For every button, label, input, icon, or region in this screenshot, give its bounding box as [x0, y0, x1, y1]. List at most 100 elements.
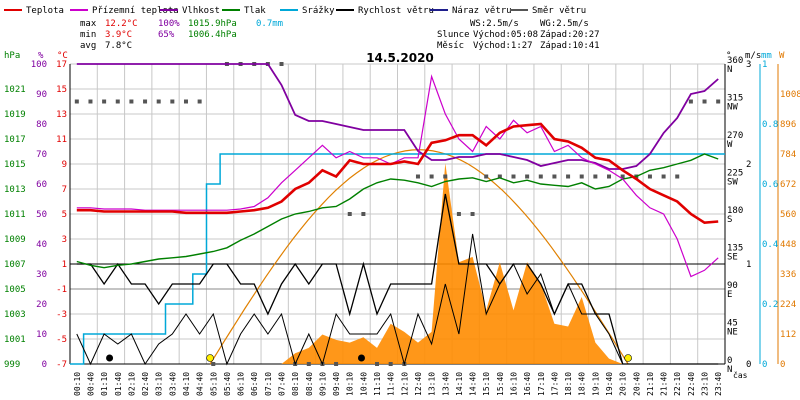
dir-label-6: W: [727, 140, 733, 150]
legend-label-5: Rychlost větru: [358, 6, 434, 16]
x-tick-23: 11:40: [387, 372, 396, 396]
degc-unit: °C: [57, 51, 68, 61]
x-tick-31: 15:40: [496, 372, 505, 396]
wm2-tick-3: 336: [780, 270, 796, 280]
x-tick-47: 23:40: [714, 372, 723, 396]
dir-label-5: SW: [727, 178, 738, 188]
sunset-marker: [624, 354, 632, 362]
info-moon-label: Měsíc: [437, 41, 464, 51]
wm2-tick-7: 784: [780, 150, 796, 160]
direction-dot-5: [143, 99, 148, 104]
x-tick-9: 04:40: [196, 372, 205, 396]
dir-tick-6: 270: [727, 131, 743, 141]
direction-dot-8: [183, 99, 188, 104]
x-tick-19: 09:40: [332, 372, 341, 396]
x-tick-36: 18:10: [564, 372, 573, 396]
legend-label-6: Náraz větru: [452, 6, 512, 16]
direction-dot-35: [552, 174, 557, 179]
stat-max-label: max: [80, 19, 97, 29]
legend-label-4: Srážky: [302, 6, 335, 16]
mm-tick-6: 0.6: [762, 180, 778, 190]
direction-dot-17: [306, 362, 311, 366]
x-tick-25: 12:40: [414, 372, 423, 396]
legend-label-3: Tlak: [244, 6, 266, 16]
mm-unit: mm: [761, 51, 772, 61]
x-tick-46: 23:10: [701, 372, 710, 396]
dir-tick-3: 135: [727, 244, 743, 254]
direction-dot-10: [211, 362, 216, 366]
x-axis: 00:10 00:40 01:10 01:40 02:10 02:40 03:10 03:40…: [73, 372, 723, 396]
wm2-tick-6: 672: [780, 180, 796, 190]
stat-min-hum: 65%: [158, 30, 175, 40]
legend-label-7: Směr větru: [532, 6, 586, 16]
series-tlak: [76, 153, 719, 269]
x-tick-30: 15:10: [482, 372, 491, 396]
series-srazky: [70, 153, 725, 365]
stat-min-temp: 3.9°C: [105, 30, 132, 40]
moonset-marker: [357, 354, 365, 362]
series-naraz-vetru: [76, 193, 719, 365]
hpa-tick-6: 1011: [4, 210, 26, 220]
direction-dot-38: [593, 174, 598, 179]
direction-dot-33: [525, 174, 530, 179]
direction-dot-42: [647, 174, 652, 179]
legend-label-0: Teplota: [26, 6, 64, 16]
hpa-tick-11: 1021: [4, 85, 26, 95]
degc-tick-12: 17: [56, 60, 67, 70]
x-tick-27: 13:40: [441, 372, 450, 396]
x-tick-1: 00:40: [86, 372, 95, 396]
x-tick-13: 06:40: [250, 372, 259, 396]
stat-max-temp: 12.2°C: [105, 19, 138, 29]
pct-tick-0: 0: [42, 360, 47, 370]
direction-dot-23: [388, 362, 393, 366]
degc-tick-6: 5: [62, 210, 67, 220]
hpa-unit: hPa: [4, 51, 20, 61]
direction-dot-26: [429, 174, 434, 179]
plot-area: [70, 62, 725, 366]
direction-dot-32: [511, 174, 516, 179]
degc-tick-7: 7: [62, 185, 67, 195]
moonrise-marker: [106, 354, 114, 362]
hpa-tick-10: 1019: [4, 110, 26, 120]
x-tick-33: 16:40: [523, 372, 532, 396]
x-tick-37: 18:40: [578, 372, 587, 396]
y-axes: 9991001100310051007100910111013101510171…: [4, 56, 800, 375]
pct-tick-1: 10: [36, 330, 47, 340]
ms-tick-0: 0: [746, 360, 751, 370]
direction-dot-20: [347, 212, 352, 216]
degc-tick-5: 3: [62, 235, 67, 245]
degc-tick-9: 11: [56, 135, 67, 145]
hpa-tick-0: 999: [4, 360, 20, 370]
pct-tick-3: 30: [36, 270, 47, 280]
wm2-tick-5: 560: [780, 210, 796, 220]
stat-max-press: 1015.9hPa: [188, 19, 237, 29]
grid: [69, 63, 726, 365]
x-tick-5: 02:40: [141, 372, 150, 396]
series-prizemni-teplota: [76, 74, 719, 278]
direction-dot-27: [443, 174, 448, 179]
degc-tick-3: -1: [56, 285, 67, 295]
x-tick-24: 12:10: [400, 372, 409, 396]
x-tick-26: 13:10: [428, 372, 437, 396]
mm-tick-8: 0.8: [762, 120, 778, 130]
pct-tick-8: 80: [36, 120, 47, 130]
direction-dot-43: [661, 174, 666, 179]
series-teplota: [76, 122, 719, 225]
hpa-tick-1: 1001: [4, 335, 26, 345]
x-tick-35: 17:40: [550, 372, 559, 396]
stat-min-label: min: [80, 30, 96, 40]
x-tick-11: 05:40: [223, 372, 232, 396]
wm2-tick-1: 112: [780, 330, 796, 340]
direction-dot-29: [470, 212, 475, 216]
x-tick-2: 01:10: [100, 372, 109, 396]
info-sun-label: Slunce: [437, 30, 470, 40]
direction-dot-3: [115, 99, 120, 104]
pct-tick-6: 60: [36, 180, 47, 190]
direction-dot-19: [334, 362, 339, 366]
direction-dot-36: [566, 174, 571, 179]
hpa-tick-3: 1005: [4, 285, 26, 295]
dir-tick-8: 360: [727, 56, 743, 66]
x-tick-3: 01:40: [114, 372, 123, 396]
wm2-tick-8: 896: [780, 120, 796, 130]
